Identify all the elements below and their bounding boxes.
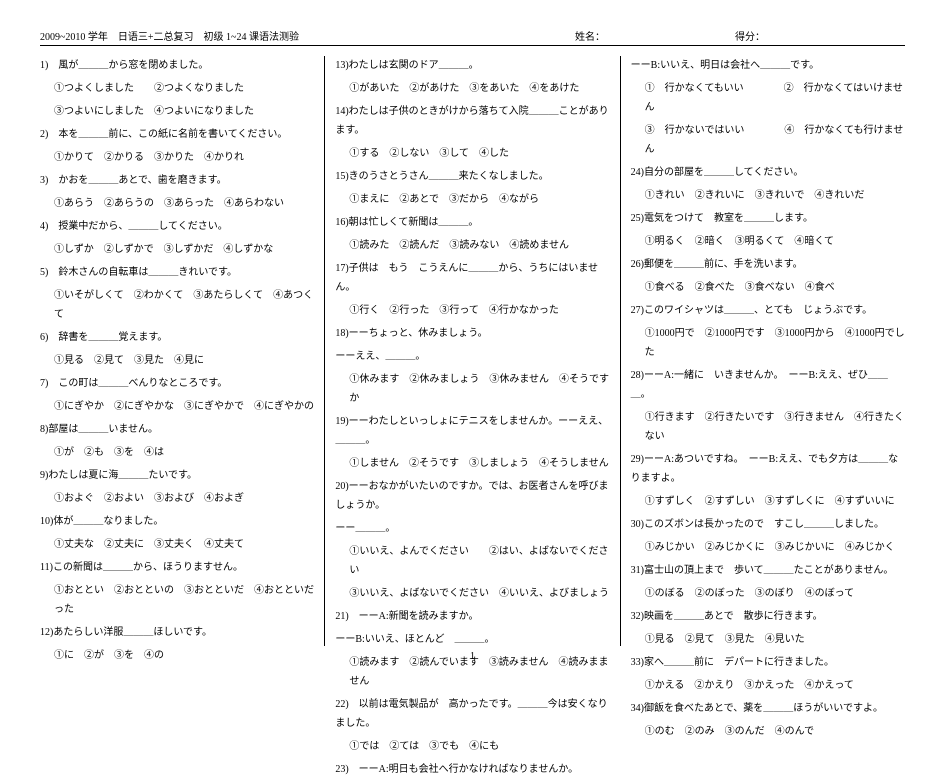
question-32: 32)映画を＿＿＿あとで 散歩に行きます。 xyxy=(631,607,905,626)
question-32-options: ①見る ②見て ③見た ④見いた xyxy=(645,630,905,649)
question-14-options: ①する ②しない ③して ④した xyxy=(349,144,609,163)
question-33: 33)家へ＿＿＿前に デパートに行きました。 xyxy=(631,653,905,672)
question-5: 5) 鈴木さんの自転車は＿＿＿きれいです。 xyxy=(40,263,314,282)
question-25-options: ①明るく ②暗く ③明るくて ④暗くて xyxy=(645,232,905,251)
question-9: 9)わたしは夏に海＿＿＿たいです。 xyxy=(40,466,314,485)
column-3: ーーB:いいえ、明日は会社へ＿＿＿です。 ① 行かなくてもいい ② 行かなくては… xyxy=(621,56,905,646)
content-columns: 1) 風が＿＿＿から窓を閉めました。 ①つよくしました ②つよくなりました ③つ… xyxy=(40,56,905,646)
question-12-options: ①に ②が ③を ④の xyxy=(54,646,314,665)
page-header: 2009~2010 学年 日语三+二总复习 初级 1~24 课语法测验 姓名： … xyxy=(40,28,905,46)
column-2: 13)わたしは玄関のドア＿＿＿。 ①があいた ②があけた ③をあいた ④をあけた… xyxy=(325,56,620,646)
question-23: 23) ーーA:明日も会社へ行かなければなりませんか。 xyxy=(335,760,609,779)
question-23-options-b: ③ 行かないではいい ④ 行かなくても行けません xyxy=(645,121,905,159)
question-6-options: ①見る ②見て ③見た ④見に xyxy=(54,351,314,370)
question-17: 17)子供は もう こうえんに＿＿＿から、うちにはいません。 xyxy=(335,259,609,297)
question-20-options-a: ①いいえ、よんでください ②はい、よばないでください xyxy=(349,542,609,580)
question-23-options-a: ① 行かなくてもいい ② 行かなくてはいけません xyxy=(645,79,905,117)
question-12: 12)あたらしい洋服＿＿＿ほしいです。 xyxy=(40,623,314,642)
header-title: 2009~2010 学年 日语三+二总复习 初级 1~24 课语法测验 xyxy=(40,28,575,43)
question-17-options: ①行く ②行った ③行って ④行かなかった xyxy=(349,301,609,320)
question-27: 27)このワイシャツは＿＿＿、とても じょうぶです。 xyxy=(631,301,905,320)
question-22: 22) 以前は電気製品が 高かったです。＿＿＿今は安くなりました。 xyxy=(335,695,609,733)
question-30: 30)このズボンは長かったので すこし＿＿＿しました。 xyxy=(631,515,905,534)
question-21b: ーーB:いいえ、ほとんど ＿＿＿。 xyxy=(335,630,609,649)
question-16: 16)朝は忙しくて新聞は＿＿＿。 xyxy=(335,213,609,232)
question-28-options: ①行きます ②行きたいです ③行きません ④行きたくない xyxy=(645,408,905,446)
question-24-options: ①きれい ②きれいに ③きれいで ④きれいだ xyxy=(645,186,905,205)
question-25: 25)電気をつけて 教室を＿＿＿します。 xyxy=(631,209,905,228)
question-3-options: ①あらう ②あらうの ③あらった ④あらわない xyxy=(54,194,314,213)
question-1: 1) 風が＿＿＿から窓を閉めました。 xyxy=(40,56,314,75)
question-31-options: ①のぼる ②のぼった ③のぼり ④のぼって xyxy=(645,584,905,603)
question-4: 4) 授業中だから、＿＿＿してください。 xyxy=(40,217,314,236)
question-19-options: ①しません ②そうです ③しましょう ④そうしません xyxy=(349,454,609,473)
question-31: 31)富士山の頂上まで 歩いて＿＿＿たことがありません。 xyxy=(631,561,905,580)
name-field-label: 姓名： xyxy=(575,28,735,43)
question-20: 20)ーーおなかがいたいのですか。では、お医者さんを呼びましょうか。 xyxy=(335,477,609,515)
question-29-options: ①すずしく ②すずしい ③すずしくに ④すずいいに xyxy=(645,492,905,511)
question-20-options-b: ③いいえ、よばないでください ④いいえ、よびましょう xyxy=(349,584,609,603)
question-33-options: ①かえる ②かえり ③かえった ④かえって xyxy=(645,676,905,695)
question-21: 21) ーーA:新聞を読みますか。 xyxy=(335,607,609,626)
question-9-options: ①およぐ ②およい ③および ④およぎ xyxy=(54,489,314,508)
question-26-options: ①食べる ②食べた ③食べない ④食べ xyxy=(645,278,905,297)
question-5-options: ①いそがしくて ②わかくて ③あたらしくて ④あつくて xyxy=(54,286,314,324)
question-23b: ーーB:いいえ、明日は会社へ＿＿＿です。 xyxy=(631,56,905,75)
question-4-options: ①しずか ②しずかで ③しずかだ ④しずかな xyxy=(54,240,314,259)
question-22-options: ①では ②ては ③でも ④にも xyxy=(349,737,609,756)
question-34-options: ①のむ ②のみ ③のんだ ④のんで xyxy=(645,722,905,741)
question-24: 24)自分の部屋を＿＿＿してください。 xyxy=(631,163,905,182)
question-28: 28)ーーA:一緒に いきませんか。 ーーB:ええ、ぜひ＿＿＿。 xyxy=(631,366,905,404)
question-16-options: ①読みた ②読んだ ③読みない ④読めません xyxy=(349,236,609,255)
page-number: 1 xyxy=(470,651,475,662)
question-18: 18)ーーちょっと、休みましょう。 xyxy=(335,324,609,343)
question-15: 15)きのうさとうさん＿＿＿来たくなしました。 xyxy=(335,167,609,186)
question-8-options: ①が ②も ③を ④は xyxy=(54,443,314,462)
question-26: 26)郵便を＿＿＿前に、手を洗います。 xyxy=(631,255,905,274)
question-21-options: ①読みます ②読んでいます ③読みません ④読みまません xyxy=(349,653,609,691)
question-13-options: ①があいた ②があけた ③をあいた ④をあけた xyxy=(349,79,609,98)
question-19: 19)ーーわたしといっしょにテニスをしませんか。ーーええ、＿＿＿。 xyxy=(335,412,609,450)
question-13: 13)わたしは玄関のドア＿＿＿。 xyxy=(335,56,609,75)
question-7: 7) この町は＿＿＿べんりなところです。 xyxy=(40,374,314,393)
question-3: 3) かおを＿＿＿あとで、歯を磨きます。 xyxy=(40,171,314,190)
column-1: 1) 風が＿＿＿から窓を閉めました。 ①つよくしました ②つよくなりました ③つ… xyxy=(40,56,325,646)
question-6: 6) 辞書を＿＿＿覚えます。 xyxy=(40,328,314,347)
score-field-label: 得分： xyxy=(735,28,905,43)
question-10-options: ①丈夫な ②丈夫に ③丈夫く ④丈夫て xyxy=(54,535,314,554)
question-8: 8)部屋は＿＿＿いません。 xyxy=(40,420,314,439)
question-7-options: ①にぎやか ②にぎやかな ③にぎやかで ④にぎやかの xyxy=(54,397,314,416)
question-2: 2) 本を＿＿＿前に、この紙に名前を書いてください。 xyxy=(40,125,314,144)
question-11: 11)この新聞は＿＿＿から、ほうりますせん。 xyxy=(40,558,314,577)
question-11-options: ①おととい ②おとといの ③おとといだ ④おとといだった xyxy=(54,581,314,619)
question-1-options-b: ③つよいにしました ④つよいになりました xyxy=(54,102,314,121)
question-1-options-a: ①つよくしました ②つよくなりました xyxy=(54,79,314,98)
question-15-options: ①まえに ②あとで ③だから ④ながら xyxy=(349,190,609,209)
question-34: 34)御飯を食べたあとで、薬を＿＿＿ほうがいいですよ。 xyxy=(631,699,905,718)
question-18b: ーーええ、＿＿＿。 xyxy=(335,347,609,366)
question-10: 10)体が＿＿＿なりました。 xyxy=(40,512,314,531)
question-20b: ーー＿＿＿。 xyxy=(335,519,609,538)
question-27-options: ①1000円で ②1000円です ③1000円から ④1000円でした xyxy=(645,324,905,362)
question-2-options: ①かりて ②かりる ③かりた ④かりれ xyxy=(54,148,314,167)
question-29: 29)ーーA:あついですね。 ーーB:ええ、でも夕方は＿＿＿なりますよ。 xyxy=(631,450,905,488)
question-18-options: ①休みます ②休みましょう ③休みません ④そうですか xyxy=(349,370,609,408)
question-30-options: ①みじかい ②みじかくに ③みじかいに ④みじかく xyxy=(645,538,905,557)
question-14: 14)わたしは子供のときがけから落ちて入院＿＿＿ことがあります。 xyxy=(335,102,609,140)
